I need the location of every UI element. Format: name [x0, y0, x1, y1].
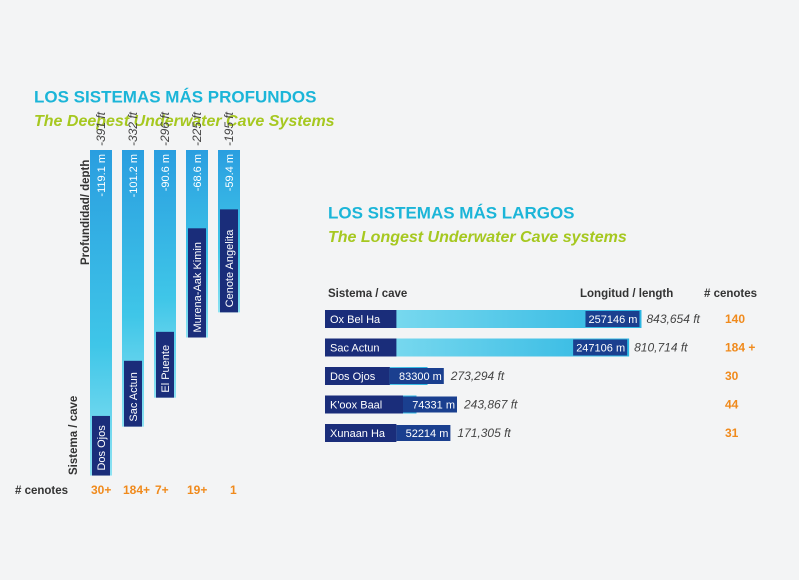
category-label: K'oox Baal [330, 399, 382, 411]
value-box [403, 396, 457, 413]
bar [122, 150, 144, 427]
feet-label: 243,867 ft [463, 398, 518, 412]
value-label: -59.4 m [224, 154, 236, 191]
category-box [188, 228, 206, 338]
value-label: 52214 m [406, 428, 449, 440]
category-label: El Puente [160, 345, 172, 393]
value-label: -68.6 m [192, 154, 204, 191]
feet-label: -195 ft [222, 111, 236, 146]
category-box [325, 395, 403, 414]
category-box [220, 209, 238, 313]
cenotes-header: # cenotes [704, 288, 757, 300]
category-label: Sac Actun [128, 372, 140, 422]
category-label: Murena-Aak Kimin [192, 242, 204, 332]
count-label: 140 [725, 312, 745, 326]
value-box [396, 425, 451, 441]
count-label: 184 + [725, 341, 755, 355]
value-label: 83300 m [399, 371, 442, 383]
category-label: Sac Actun [330, 342, 380, 354]
title-1: LOS SISTEMAS MÁS PROFUNDOS [34, 87, 316, 106]
value-label: 247106 m [576, 342, 625, 354]
bar [325, 310, 642, 328]
category-label: Dos Ojos [96, 425, 108, 471]
value-box [389, 368, 444, 384]
category-box [156, 331, 174, 398]
value-box [573, 339, 628, 356]
category-label: Xunaan Ha [330, 428, 386, 440]
bar [325, 338, 630, 357]
cave-header: Sistema / cave [328, 288, 407, 300]
subtitle-2: The Longest Underwater Cave systems [328, 229, 627, 246]
feet-label: 843,654 ft [646, 312, 700, 326]
count-label: 184+ [123, 483, 150, 497]
count-label: 19+ [187, 483, 207, 497]
length-header: Longitud / length [580, 288, 673, 300]
category-label: Dos Ojos [330, 371, 376, 383]
feet-label: -296 ft [158, 111, 172, 146]
count-label: 30 [725, 369, 739, 383]
value-box [585, 311, 640, 327]
value-label: -101.2 m [128, 154, 140, 197]
count-label: 7+ [155, 483, 169, 497]
value-label: 74331 m [412, 399, 455, 411]
value-label: -90.6 m [160, 154, 172, 191]
count-label: 44 [725, 398, 739, 412]
feet-label: 171,305 ft [457, 426, 511, 440]
count-label: 30+ [91, 483, 111, 497]
value-label: 257146 m [589, 314, 638, 326]
category-box [92, 415, 110, 476]
feet-label: 810,714 ft [634, 341, 688, 355]
category-box [124, 360, 142, 427]
cave-label: Sistema / cave [68, 396, 80, 475]
category-label: Cenote Angelita [224, 229, 236, 308]
category-label: Ox Bel Ha [330, 314, 381, 326]
cenotes-label: # cenotes [15, 485, 68, 497]
category-box [325, 338, 397, 357]
title-2: LOS SISTEMAS MÁS LARGOS [328, 203, 575, 222]
value-label: -119.1 m [96, 154, 108, 197]
category-box [325, 367, 390, 385]
count-label: 1 [230, 483, 237, 497]
bar [90, 150, 112, 476]
feet-label: -391 ft [94, 111, 108, 146]
category-box [325, 310, 397, 328]
subtitle-1: The Deepest Underwater Cave Systems [34, 113, 335, 130]
depth-label: Profundidad/ depth [80, 160, 92, 265]
category-box [325, 424, 397, 442]
feet-label: -225 ft [190, 111, 204, 146]
feet-label: 273,294 ft [450, 369, 505, 383]
count-label: 31 [725, 426, 739, 440]
feet-label: -332 ft [126, 111, 140, 146]
